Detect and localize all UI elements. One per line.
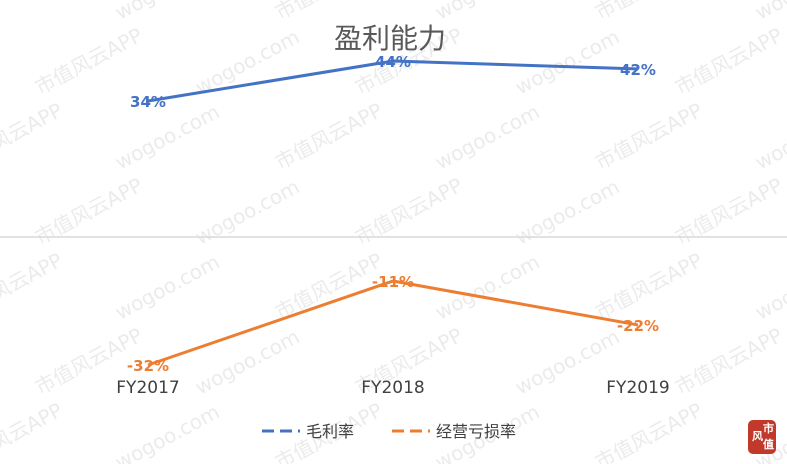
x-axis-ticks: FY2017 FY2018 FY2019: [116, 378, 669, 398]
watermark-text: 市值风云APP: [271, 98, 386, 175]
watermark-text: 市值风云APP: [671, 173, 786, 250]
watermark-text: 市值风云APP: [0, 248, 66, 325]
watermark-text: wogoo.com: [111, 99, 223, 174]
seal-logo: 风 市 值: [748, 420, 776, 454]
watermark-text: 市值风云APP: [671, 23, 786, 100]
watermark-text: 市值风云APP: [591, 98, 706, 175]
x-tick-label: FY2018: [361, 378, 424, 398]
legend-label-gross-margin: 毛利率: [306, 422, 354, 441]
watermark-text: 市值风云APP: [271, 248, 386, 325]
watermark-text: 市值风云APP: [591, 248, 706, 325]
data-label: -32%: [127, 357, 169, 375]
data-label: 44%: [375, 53, 411, 71]
seal-char-2: 市: [763, 421, 774, 435]
chart-title: 盈利能力: [334, 22, 446, 55]
watermark-text: 市值风云APP: [0, 398, 66, 464]
series-layer: 34% 44% 42% -32% -11% -22%: [127, 53, 659, 375]
watermark-text: wogoo.com: [111, 249, 223, 324]
watermark-text: 市值风云APP: [591, 398, 706, 464]
watermark-text: wogoo.com: [511, 24, 623, 99]
watermark-text: wogoo.com: [431, 99, 543, 174]
watermark-text: 市值风云APP: [671, 323, 786, 400]
watermark-text: 市值风云APP: [271, 0, 386, 24]
legend-item-gross-margin: 毛利率: [262, 422, 354, 441]
watermark-text: wogoo.com: [511, 174, 623, 249]
seal-background: [748, 420, 776, 454]
watermark-text: wogoo.com: [751, 99, 787, 174]
watermark-text: 市值风云APP: [31, 23, 146, 100]
watermark-text: wogoo.com: [431, 0, 543, 24]
watermark-text: wogoo.com: [191, 324, 303, 399]
watermark-text: wogoo.com: [191, 174, 303, 249]
legend-label-operating-loss-rate: 经营亏损率: [436, 422, 516, 441]
legend: 毛利率 经营亏损率: [262, 422, 516, 441]
watermark-text: wogoo.com: [431, 249, 543, 324]
data-label: -11%: [372, 273, 414, 291]
watermark-text: wogoo.com: [111, 399, 223, 464]
watermark-text: wogoo.com: [751, 0, 787, 24]
watermark-text: 市值风云APP: [0, 0, 66, 24]
seal-char-1: 风: [752, 429, 763, 443]
watermark-text: 市值风云APP: [31, 173, 146, 250]
watermark-text: 市值风云APP: [591, 0, 706, 24]
seal-char-3: 值: [763, 437, 774, 451]
x-tick-label: FY2019: [606, 378, 669, 398]
data-label: -22%: [617, 317, 659, 335]
watermark-text: 市值风云APP: [351, 173, 466, 250]
watermark-text: wogoo.com: [751, 249, 787, 324]
legend-item-operating-loss-rate: 经营亏损率: [392, 422, 516, 441]
watermark-text: wogoo.com: [191, 24, 303, 99]
x-tick-label: FY2017: [116, 378, 179, 398]
data-label: 34%: [130, 93, 166, 111]
data-label: 42%: [620, 61, 656, 79]
watermark-text: 市值风云APP: [0, 98, 66, 175]
watermark-text: wogoo.com: [111, 0, 223, 24]
